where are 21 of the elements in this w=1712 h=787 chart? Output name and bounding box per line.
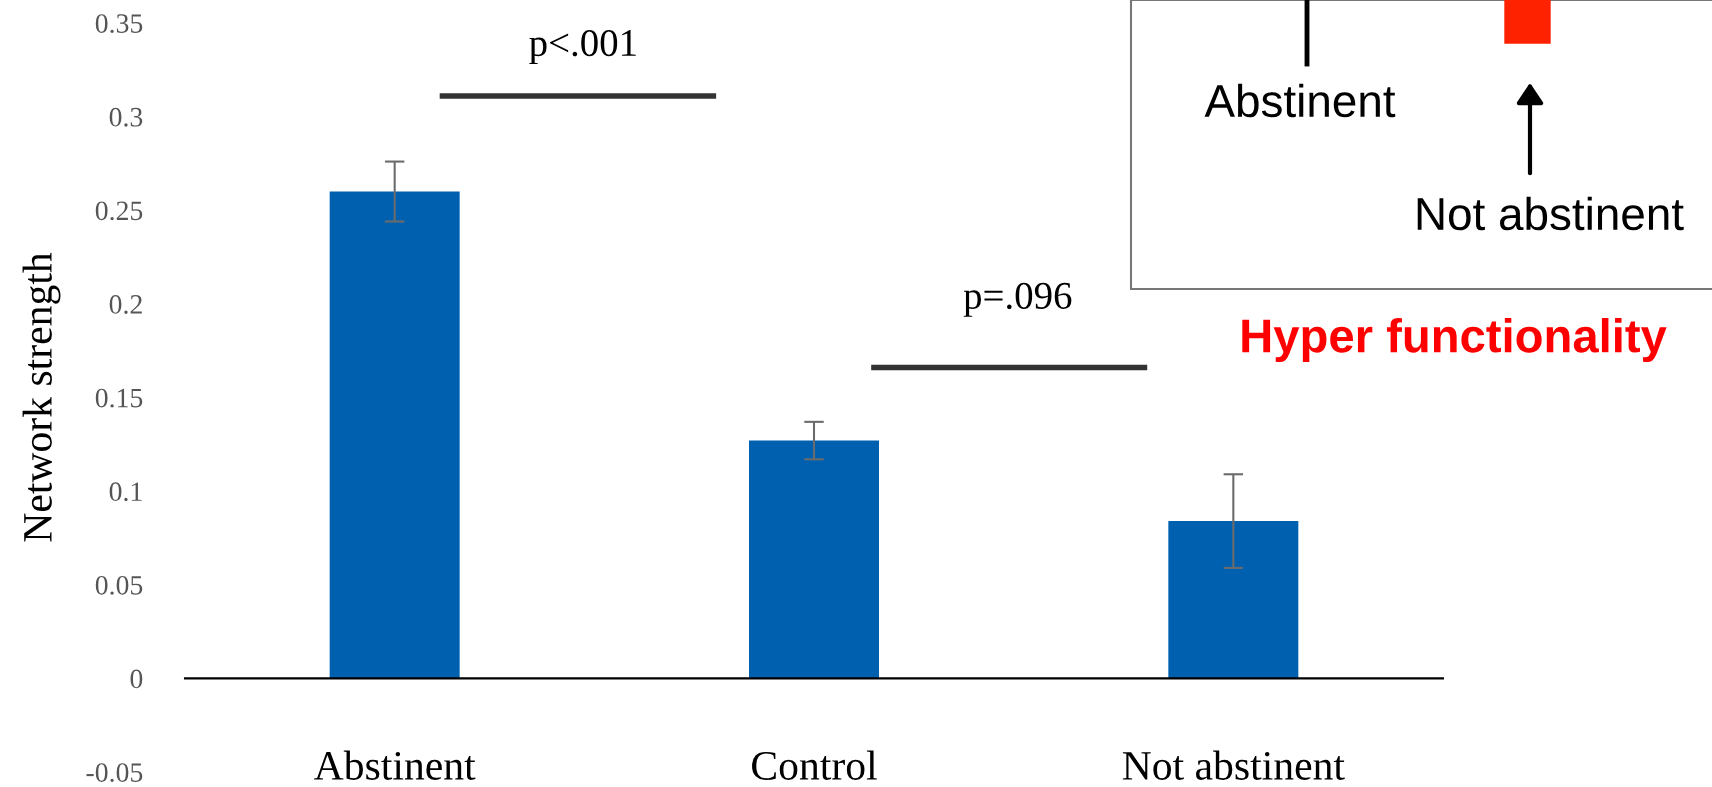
y-tick-label: 0.25 <box>95 201 143 221</box>
x-tick-label: Control <box>752 750 877 780</box>
x-tick-label: Not abstinent <box>1122 750 1345 780</box>
bar <box>1168 521 1299 679</box>
y-axis-title: Network strength <box>22 252 61 542</box>
annotation: p<.001 <box>529 29 636 65</box>
y-tick-label: 0 <box>130 669 143 689</box>
y-tick-label: 0.1 <box>109 482 142 502</box>
annotation: Abstinent <box>1204 83 1396 118</box>
annotation: Hyper functionality <box>1242 317 1667 363</box>
y-tick-label: 0.15 <box>95 388 143 408</box>
bar <box>329 191 460 679</box>
annotation: p=.096 <box>963 282 1072 317</box>
x-tick-label: Abstinent <box>314 750 476 780</box>
annotation: Not abstinent <box>1417 196 1684 231</box>
y-tick-label: -0.05 <box>86 763 143 783</box>
y-tick-label: 0.05 <box>95 575 143 595</box>
y-tick-label: 0.35 <box>95 14 143 34</box>
y-tick-label: 0.2 <box>109 295 142 314</box>
bar <box>749 440 879 679</box>
y-tick-label: 0.3 <box>109 107 143 127</box>
